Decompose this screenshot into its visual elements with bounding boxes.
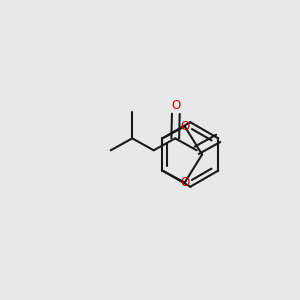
Text: O: O: [171, 99, 181, 112]
Text: O: O: [180, 120, 189, 133]
Text: O: O: [180, 176, 189, 189]
